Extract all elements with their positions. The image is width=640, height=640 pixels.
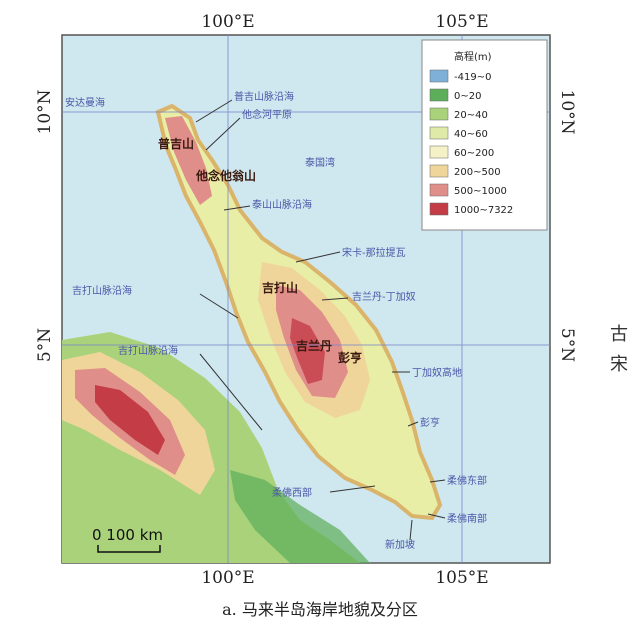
- mountain-label-kedah: 吉打山: [262, 280, 298, 295]
- legend-label: 1000~7322: [454, 205, 513, 216]
- northern-range: [165, 116, 212, 205]
- lon-label-top-105: 105°E: [435, 12, 488, 32]
- region-label-kelantan-terengganu: 吉兰丹-丁加奴: [352, 290, 416, 303]
- region-label-johor-east: 柔佛东部: [447, 474, 487, 487]
- scale-label: 0 100 km: [92, 526, 163, 544]
- region-label-kedah-coast-north: 吉打山脉沿海: [72, 284, 132, 297]
- lat-label-right-5: 5°N: [557, 328, 577, 362]
- side-text-2: 宋: [610, 354, 628, 375]
- lat-label-left-10: 10°N: [35, 89, 55, 134]
- region-label-pahang: 彭亨: [420, 416, 440, 429]
- legend-swatch: [429, 145, 449, 159]
- mountain-label-pahang: 彭亨: [338, 350, 362, 365]
- elevation-legend: 高程(m) -419~0 0~20 20~40 40~60 60~200 200~500 5…: [421, 39, 548, 231]
- scale-line: [97, 545, 161, 553]
- leader-lines: [195, 99, 446, 541]
- sumatra-peaks: [95, 385, 165, 455]
- region-label-andaman-sea: 安达曼海: [65, 96, 105, 109]
- legend-label: 20~40: [454, 110, 488, 121]
- legend-swatch: [429, 202, 449, 216]
- peninsula-peaks: [290, 318, 325, 384]
- side-text-1: 古: [610, 324, 628, 345]
- legend-swatch: [429, 126, 449, 140]
- region-label-singapore: 新加坡: [385, 538, 415, 551]
- region-label-johor-south: 柔佛南部: [447, 512, 487, 525]
- lon-label-bottom-100: 100°E: [201, 568, 254, 588]
- region-label-kedah-coast-south: 吉打山脉沿海: [118, 344, 178, 357]
- region-label-terengganu-highland: 丁加奴高地: [412, 366, 462, 379]
- lon-label-bottom-105: 105°E: [435, 568, 488, 588]
- mountain-label-kelantan: 吉兰丹: [296, 338, 332, 353]
- legend-label: 0~20: [454, 91, 481, 102]
- legend-title: 高程(m): [454, 50, 492, 63]
- region-label-tanao-plain: 他念河平原: [242, 108, 292, 121]
- sumatra-green: [230, 470, 370, 563]
- legend-swatch: [429, 107, 449, 121]
- scale-bar: 0 100 km: [92, 526, 163, 553]
- legend-swatch: [429, 69, 449, 83]
- legend-label: 40~60: [454, 129, 488, 140]
- lon-label-top-100: 100°E: [201, 12, 254, 32]
- legend-label: 500~1000: [454, 186, 507, 197]
- legend-items: -419~0 0~20 20~40 40~60 60~200 200~500 500~100…: [429, 69, 513, 216]
- region-label-phuket-coast: 普吉山脉沿海: [234, 90, 294, 103]
- legend-swatch: [429, 183, 449, 197]
- mountain-label-tanen: 他念他翁山: [195, 168, 256, 183]
- legend-label: 200~500: [454, 167, 501, 178]
- mountain-label-phuket: 普吉山: [158, 136, 194, 151]
- region-label-thai-range-coast: 泰山山脉沿海: [252, 198, 312, 211]
- region-label-songkhla-narathiwat: 宋卡-那拉提瓦: [342, 246, 406, 259]
- lat-label-left-5: 5°N: [35, 328, 55, 362]
- legend-label: -419~0: [454, 72, 491, 83]
- region-label-johor-west: 柔佛西部: [272, 486, 312, 499]
- legend-label: 60~200: [454, 148, 494, 159]
- region-label-gulf-of-thailand: 泰国湾: [305, 156, 335, 169]
- lat-label-right-10: 10°N: [557, 89, 577, 134]
- legend-swatch: [429, 164, 449, 178]
- legend-swatch: [429, 88, 449, 102]
- figure-caption: a. 马来半岛海岸地貌及分区: [222, 600, 418, 619]
